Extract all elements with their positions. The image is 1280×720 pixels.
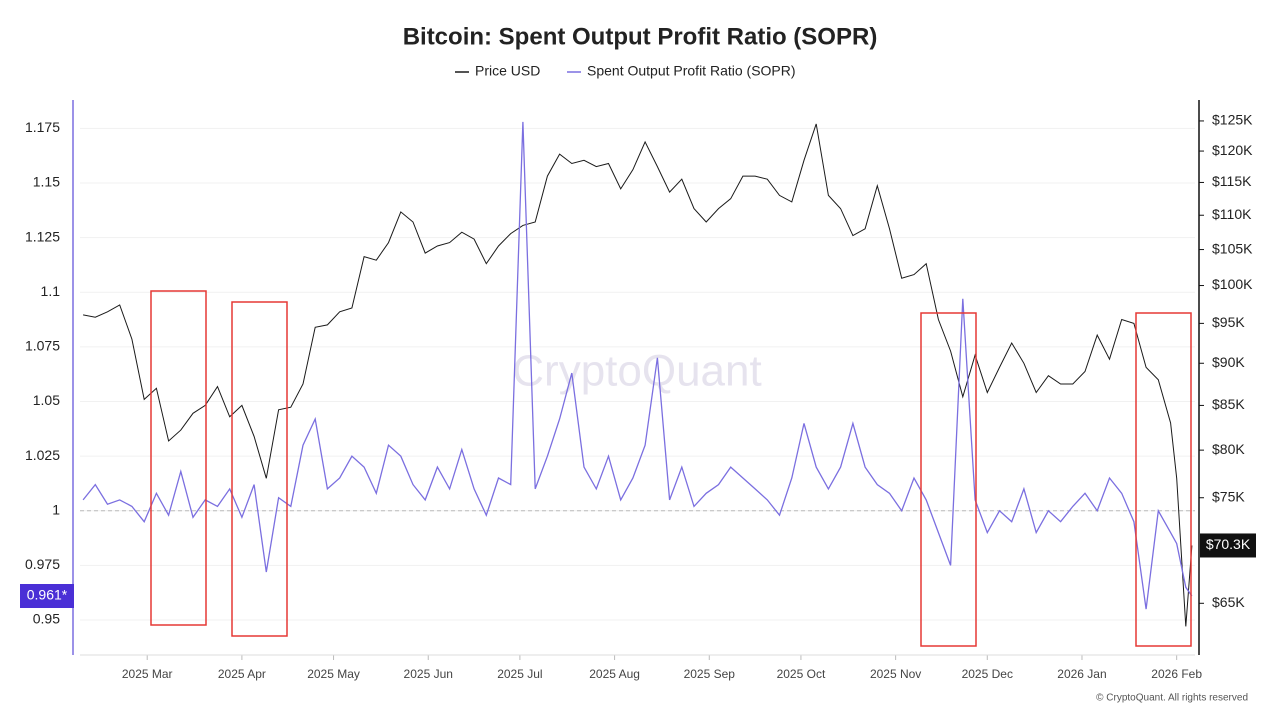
x-tick-label: 2025 Mar <box>122 667 173 681</box>
legend-label: Price USD <box>475 63 540 79</box>
y2-tick-label: $120K <box>1212 142 1253 158</box>
y-tick-label: 1.1 <box>41 283 61 299</box>
y-tick-label: 1.125 <box>25 228 60 244</box>
current-value-badge <box>20 584 74 609</box>
highlight-box <box>231 301 288 637</box>
credit: © CryptoQuant. All rights reserved <box>1096 693 1248 704</box>
current-value-label: 0.961* <box>27 587 68 603</box>
y2-tick-label: $85K <box>1212 396 1245 412</box>
y-tick-label: 1.05 <box>33 392 60 408</box>
x-tick-label: 2025 Oct <box>777 667 826 681</box>
x-tick-label: 2025 Sep <box>684 667 736 681</box>
y2-tick-label: $65K <box>1212 594 1245 610</box>
watermark: CryptoQuant <box>512 347 761 396</box>
y-tick-label: 0.975 <box>25 556 60 572</box>
y2-tick-label: $75K <box>1212 488 1245 504</box>
x-tick-label: 2025 Nov <box>870 667 921 681</box>
y-tick-label: 1 <box>52 501 60 517</box>
y2-tick-label: $125K <box>1212 112 1253 128</box>
y-tick-label: 1.025 <box>25 447 60 463</box>
x-tick-label: 2026 Feb <box>1151 667 1202 681</box>
series-line <box>82 121 1193 610</box>
highlight-boxes <box>150 290 1192 647</box>
y2-tick-label: $100K <box>1212 276 1253 292</box>
y-tick-label: 0.95 <box>33 611 60 627</box>
y-tick-label: 1.15 <box>33 174 60 190</box>
highlight-box <box>150 290 207 626</box>
series-line <box>83 123 1193 627</box>
y2-tick-label: $115K <box>1212 173 1252 189</box>
x-tick-label: 2025 Jul <box>497 667 542 681</box>
chart-title: Bitcoin: Spent Output Profit Ratio (SOPR… <box>403 23 878 50</box>
highlight-box <box>1135 312 1192 647</box>
current-value-badge <box>1200 533 1256 558</box>
y2-tick-label: $95K <box>1212 314 1245 330</box>
x-tick-label: 2025 May <box>307 667 360 681</box>
highlight-box <box>920 312 977 647</box>
legend-label: Spent Output Profit Ratio (SOPR) <box>587 63 796 79</box>
x-tick-label: 2025 Apr <box>218 667 266 681</box>
x-tick-label: 2025 Dec <box>962 667 1013 681</box>
y2-tick-label: $110K <box>1212 206 1252 222</box>
y2-tick-label: $80K <box>1212 441 1245 457</box>
y-tick-label: 1.075 <box>25 338 60 354</box>
x-tick-label: 2026 Jan <box>1057 667 1106 681</box>
y2-tick-label: $90K <box>1212 354 1245 370</box>
y2-tick-label: $105K <box>1212 240 1253 256</box>
x-tick-label: 2025 Aug <box>589 667 640 681</box>
current-value-label: $70.3K <box>1206 536 1251 552</box>
x-tick-label: 2025 Jun <box>404 667 453 681</box>
y-tick-label: 1.175 <box>25 119 60 135</box>
